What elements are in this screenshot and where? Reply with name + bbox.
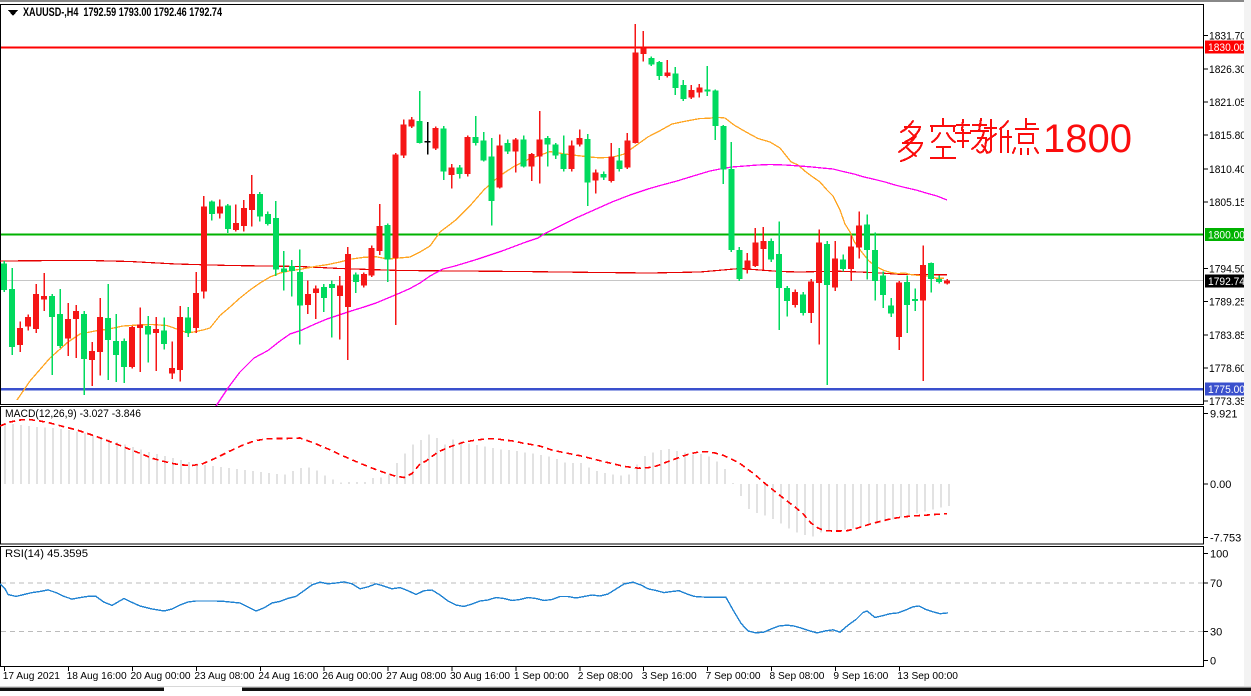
- svg-text:MACD(12,26,9) -3.027 -3.846: MACD(12,26,9) -3.027 -3.846: [5, 408, 141, 420]
- svg-text:24 Aug 16:00: 24 Aug 16:00: [258, 671, 318, 682]
- svg-text:13 Sep 00:00: 13 Sep 00:00: [897, 671, 958, 682]
- svg-text:0: 0: [1210, 656, 1216, 668]
- svg-text:9 Sep 16:00: 9 Sep 16:00: [833, 671, 888, 682]
- svg-text:1 Sep 00:00: 1 Sep 00:00: [514, 671, 569, 682]
- svg-text:1800.00: 1800.00: [1208, 230, 1245, 242]
- svg-text:18 Aug 16:00: 18 Aug 16:00: [67, 671, 127, 682]
- svg-text:1805.15: 1805.15: [1209, 197, 1246, 209]
- svg-text:30 Aug 16:00: 30 Aug 16:00: [450, 671, 510, 682]
- svg-text:7 Sep 00:00: 7 Sep 00:00: [706, 671, 761, 682]
- svg-text:1810.40: 1810.40: [1209, 164, 1246, 176]
- svg-text:-7.753: -7.753: [1210, 533, 1241, 545]
- svg-text:1783.85: 1783.85: [1209, 330, 1246, 342]
- svg-text:RSI(14) 45.3595: RSI(14) 45.3595: [5, 548, 88, 560]
- svg-text:8 Sep 08:00: 8 Sep 08:00: [770, 671, 825, 682]
- svg-text:26 Aug 00:00: 26 Aug 00:00: [322, 671, 382, 682]
- svg-text:70: 70: [1210, 578, 1222, 590]
- svg-text:1815.80: 1815.80: [1209, 130, 1246, 142]
- svg-text:1831.70: 1831.70: [1209, 31, 1246, 43]
- svg-text:1778.60: 1778.60: [1209, 363, 1246, 375]
- svg-text:1789.25: 1789.25: [1209, 297, 1246, 309]
- svg-text:9.921: 9.921: [1210, 409, 1238, 421]
- svg-text:1821.05: 1821.05: [1209, 97, 1246, 109]
- svg-text:XAUUSD-,H4 1792.59 1793.00 17: XAUUSD-,H4 1792.59 1793.00 1792.46 1792.…: [23, 7, 222, 19]
- svg-text:0.00: 0.00: [1210, 479, 1231, 491]
- svg-text:2 Sep 08:00: 2 Sep 08:00: [578, 671, 633, 682]
- svg-text:1826.30: 1826.30: [1209, 64, 1246, 76]
- svg-text:30: 30: [1210, 627, 1222, 639]
- svg-text:1775.00: 1775.00: [1208, 384, 1245, 396]
- svg-text:1773.35: 1773.35: [1209, 396, 1246, 408]
- svg-text:23 Aug 08:00: 23 Aug 08:00: [194, 671, 254, 682]
- svg-text:20 Aug 00:00: 20 Aug 00:00: [131, 671, 191, 682]
- svg-text:1794.50: 1794.50: [1209, 264, 1246, 276]
- svg-text:100: 100: [1210, 549, 1228, 561]
- svg-text:1830.00: 1830.00: [1208, 42, 1245, 54]
- svg-text:27 Aug 08:00: 27 Aug 08:00: [386, 671, 446, 682]
- svg-text:3 Sep 16:00: 3 Sep 16:00: [642, 671, 697, 682]
- svg-text:1792.74: 1792.74: [1208, 276, 1245, 288]
- svg-text:17 Aug 2021: 17 Aug 2021: [3, 671, 61, 682]
- svg-text:1800: 1800: [1043, 117, 1132, 161]
